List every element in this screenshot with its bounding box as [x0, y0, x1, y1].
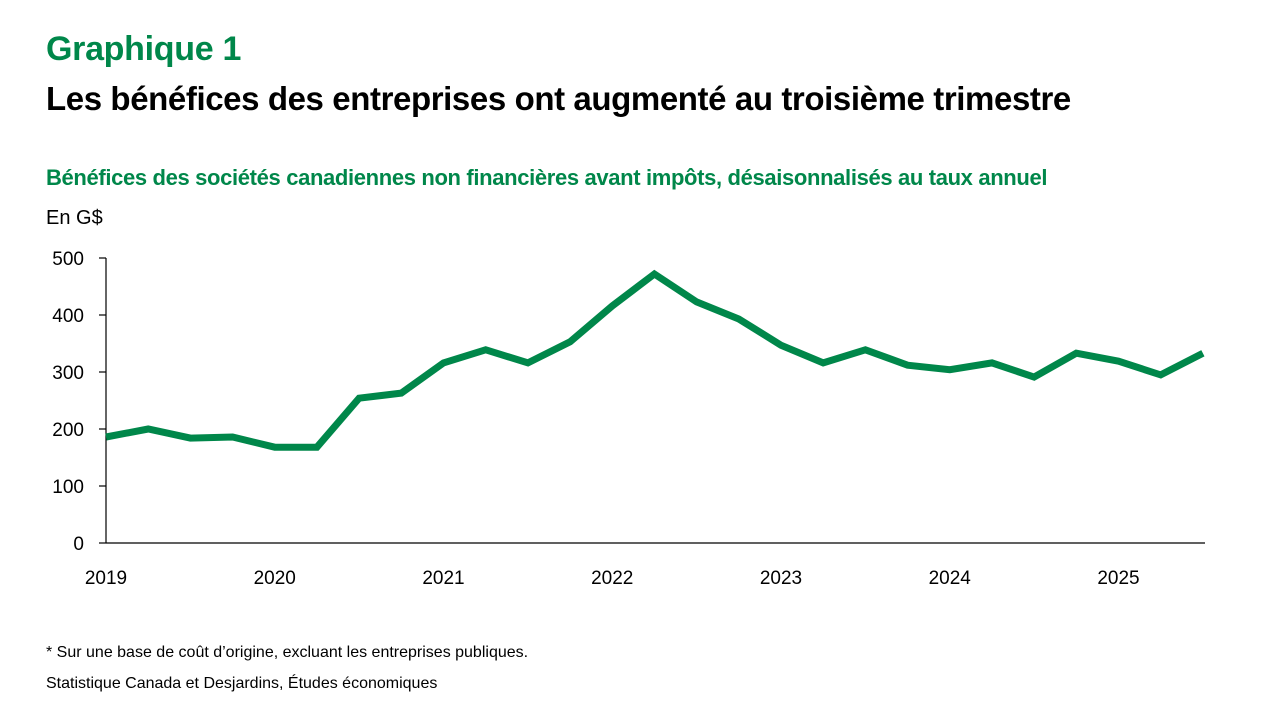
y-tick-label: 0 [73, 534, 84, 555]
x-tick-label: 2021 [422, 568, 464, 589]
x-tick-label: 2019 [85, 568, 127, 589]
page-title: Les bénéfices des entreprises ont augmen… [46, 80, 1071, 117]
chart-title: Bénéfices des sociétés canadiennes non f… [46, 165, 1048, 190]
footnote: * Sur une base de coût d’origine, exclua… [46, 644, 529, 661]
y-axis: 0 100 200 300 400 500 [52, 249, 107, 555]
y-axis-label: En G$ [46, 207, 103, 229]
x-tick-label: 2022 [591, 568, 633, 589]
x-tick-label: 2025 [1097, 568, 1139, 589]
line-chart: 0 100 200 300 400 500 2019 2020 2021 2022 2023 202… [52, 249, 1205, 589]
y-tick-label: 400 [52, 306, 84, 327]
x-axis: 2019 2020 2021 2022 2023 2024 2025 [85, 542, 1205, 589]
source-note: Statistique Canada et Desjardins, Études… [46, 675, 438, 692]
series-group [105, 269, 1205, 451]
x-tick-label: 2020 [254, 568, 296, 589]
series-line [105, 269, 1205, 451]
y-tick-label: 500 [52, 249, 84, 270]
chart-number: Graphique 1 [46, 30, 242, 68]
x-tick-label: 2024 [929, 568, 972, 589]
x-tick-label: 2023 [760, 568, 802, 589]
y-tick-label: 100 [52, 477, 84, 498]
y-tick-label: 300 [52, 363, 84, 384]
y-tick-label: 200 [52, 420, 84, 441]
